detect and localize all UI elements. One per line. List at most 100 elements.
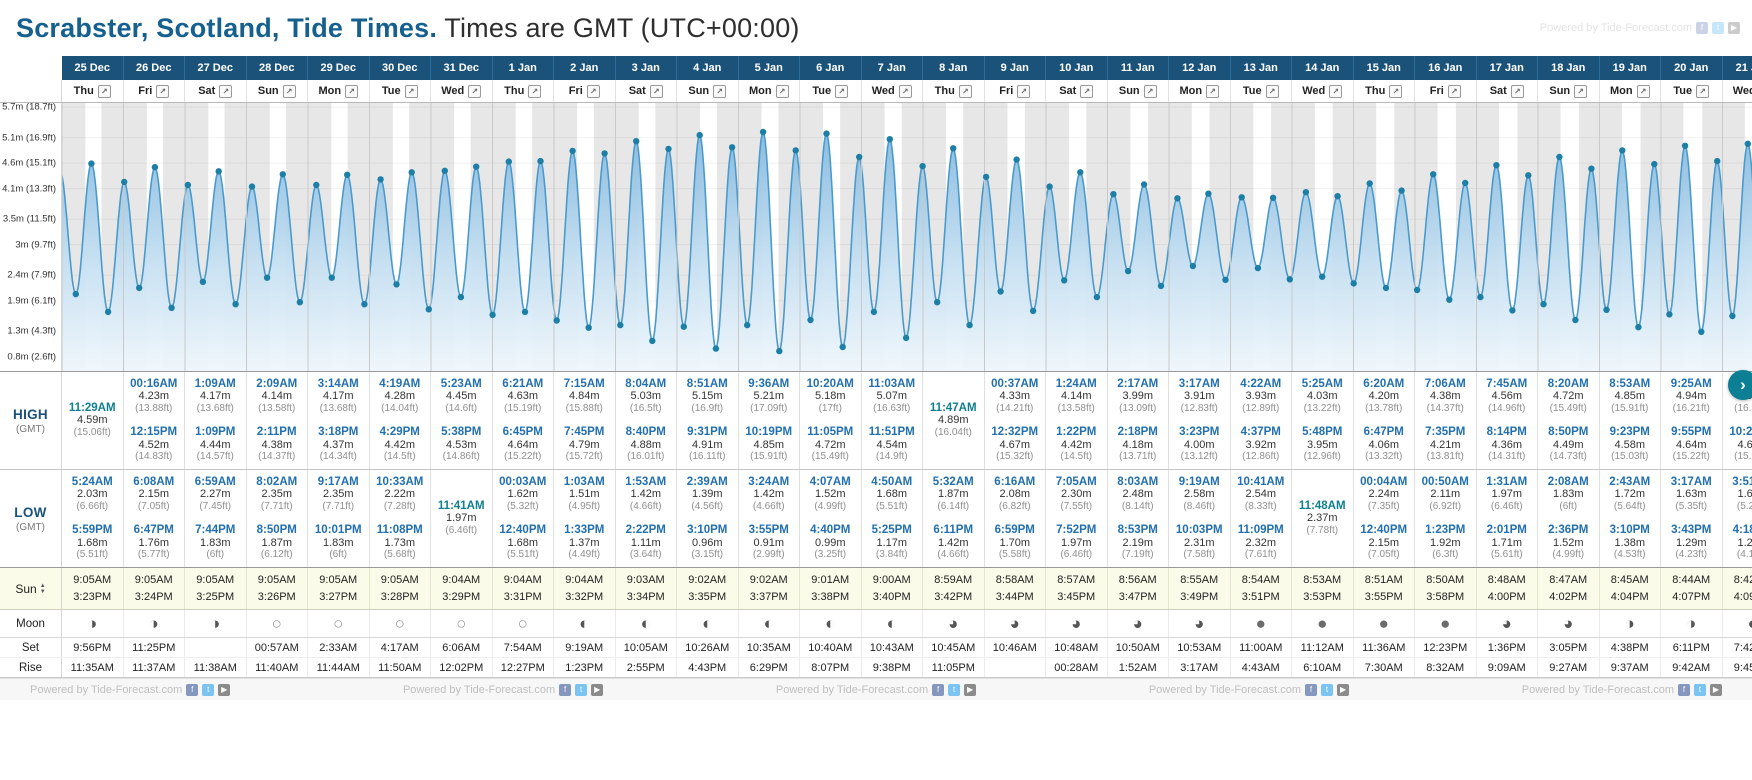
moon-phase-icon: ◕ [1194,614,1205,633]
moon-phase-cell: ◐ [1722,610,1752,637]
sunset-time: 4:00PM [1487,590,1526,603]
sun-times-cell: 9:04AM 3:31PM [492,568,554,609]
tide-time: 8:50PM [1548,426,1589,438]
expand-day-icon[interactable]: ↗ [468,84,482,98]
weekday-header: Wed↗ [1292,80,1354,102]
tide-height-m: 1.83m [322,536,354,549]
low-tide-cell: 2:39AM 1.39m (4.56ft) 3:10PM 0.96m (3.15ft) [677,470,739,567]
low-tide-event: 7:52PM 1.97m (6.46ft) [1056,524,1096,562]
expand-day-icon[interactable]: ↗ [835,84,849,98]
moon-phase-cell: ◕ [1169,610,1231,637]
low-tide-event: 6:16AM 2.08m (6.82ft) [994,476,1035,514]
moon-phase-cell: ◐ [738,610,800,637]
twitter-icon: t [202,683,215,696]
tide-height-ft: (4.53ft) [1613,549,1646,560]
tide-time: 11:51PM [868,426,915,438]
expand-day-icon[interactable]: ↗ [586,84,600,98]
tide-height-m: 2.30m [1060,488,1092,500]
high-tide-event: 4:22AM 3.93m (12.89ft) [1240,378,1281,416]
expand-day-icon[interactable]: ↗ [958,84,972,98]
low-tide-cell: 2:08AM 1.83m (6ft) 2:36PM 1.52m (4.99ft) [1538,470,1600,567]
sunset-time: 3:32PM [565,590,604,603]
sunset-time: 3:49PM [1180,590,1219,603]
expand-day-icon[interactable]: ↗ [1080,84,1094,98]
expand-day-icon[interactable]: ↗ [282,84,296,98]
expand-day-icon[interactable]: ↗ [404,84,418,98]
tide-time: 00:16AM [130,377,178,390]
high-tide-event: 2:17AM 3.99m (13.09ft) [1117,378,1158,416]
expand-day-icon[interactable]: ↗ [775,84,789,98]
tide-time: 11:29AM [68,401,116,414]
tide-time: 3:14AM [317,377,359,390]
high-tide-event: 6:47PM 4.06m (13.32ft) [1364,426,1404,464]
expand-day-icon[interactable]: ↗ [156,84,170,98]
expand-day-icon[interactable]: ↗ [1265,84,1279,98]
tide-time: 3:55PM [748,524,789,536]
expand-day-icon[interactable]: ↗ [898,84,912,98]
high-tide-event: 3:23PM 4.00m (13.12ft) [1179,426,1219,464]
moon-phase-cell: ◕ [1107,610,1169,637]
low-tide-row-label: LOW (GMT) [0,470,62,567]
expand-day-icon[interactable]: ↗ [1389,84,1403,98]
tide-height-ft: (16.21ft) [1672,402,1710,414]
tide-time: 7:06AM [1424,377,1466,390]
high-label: HIGH [13,406,48,422]
high-tide-event: 11:29AM 4.59m (15.06ft) [69,402,116,440]
low-tide-event: 3:43PM 1.29m (4.23ft) [1671,524,1711,562]
expand-day-icon[interactable]: ↗ [345,84,359,98]
moon-phase-cell: ◕ [923,610,985,637]
moonset-time: 1:36PM [1476,638,1538,657]
twitter-icon: t [1321,683,1334,696]
high-tide-cell: 11:29AM 4.59m (15.06ft) [62,372,124,469]
expand-day-icon[interactable]: ↗ [713,84,727,98]
moon-phase-icon: ◕ [1563,614,1574,633]
expand-day-icon[interactable]: ↗ [1143,84,1157,98]
moonrise-time: 3:17AM [1169,658,1231,677]
high-tide-cell: 8:51AM 5.15m (16.9ft) 9:31PM 4.91m (16.11ft) [677,372,739,469]
expand-day-icon[interactable]: ↗ [528,84,542,98]
sunrise-time: 9:00AM [872,573,911,586]
moon-phase-icon: ◐ [579,614,590,633]
twitter-icon: t [948,683,961,696]
low-tide-event: 2:39AM 1.39m (4.56ft) [687,476,728,514]
tide-height-ft: (14.83ft) [135,451,173,462]
expand-day-icon[interactable]: ↗ [1510,84,1524,98]
expand-day-icon[interactable]: ↗ [97,84,111,98]
moon-phase-cell: ◐ [861,610,923,637]
expand-day-icon[interactable]: ↗ [649,84,663,98]
tide-height-ft: (4.66ft) [937,549,970,560]
tide-height-ft: (5.68ft) [383,549,416,560]
expand-day-icon[interactable]: ↗ [1447,84,1461,98]
expand-day-icon[interactable]: ↗ [1017,84,1031,98]
sun-times-cell: 8:58AM 3:44PM [984,568,1046,609]
moon-phase-cell: ● [1415,610,1477,637]
powered-by-watermark: Powered by Tide-Forecast.com f t ▶ [403,683,604,696]
date-header: 26 Dec [123,56,185,80]
facebook-icon: f [1305,683,1318,696]
sun-times-cell: 9:02AM 3:37PM [738,568,800,609]
tide-height-m: 1.52m [1552,536,1584,549]
tide-time: 1:03AM [563,475,605,488]
tide-time: 8:04AM [625,377,667,390]
scroll-next-button[interactable]: › [1728,370,1752,400]
expand-day-icon[interactable]: ↗ [1206,84,1220,98]
expand-day-icon[interactable]: ↗ [1574,84,1588,98]
moonrise-time: 11:44AM [308,658,370,677]
tide-time: 1:53AM [625,475,667,488]
high-tide-event: 5:23AM 4.45m (14.6ft) [441,378,482,416]
weekday-header: Mon ↗ [308,80,370,102]
tide-height-m: 4.38m [1429,390,1461,402]
tide-height-m: 1.97m [445,512,477,525]
weekday-header: Thu ↗ [923,80,985,102]
tide-height-m: 4.63m [507,390,539,402]
expand-day-icon[interactable]: ↗ [1636,84,1650,98]
sunrise-time: 8:56AM [1118,573,1157,586]
expand-day-icon[interactable]: ↗ [1329,84,1343,98]
date-header: 7 Jan [861,56,923,80]
expand-day-icon[interactable]: ↗ [219,84,233,98]
tide-time: 7:35PM [1425,426,1466,438]
moon-phase-cell: ◕ [984,610,1046,637]
expand-day-icon[interactable]: ↗ [1696,84,1710,98]
tide-height-m: 1.97m [1491,488,1523,500]
date-header: 3 Jan [615,56,677,80]
